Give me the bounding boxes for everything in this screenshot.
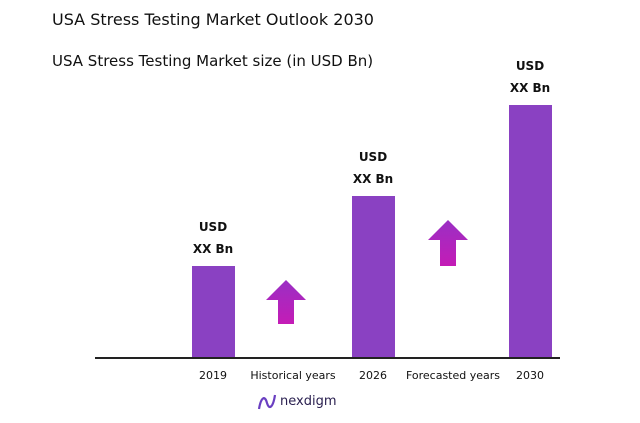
x-tick-label: Forecasted years (405, 369, 501, 382)
x-tick-label: 2019 (199, 369, 227, 382)
value-label: USD XX Bn (352, 150, 394, 186)
bar (508, 105, 552, 357)
brand-logo (257, 394, 277, 410)
arrow-icon (428, 220, 468, 266)
value-label: USD XX Bn (192, 220, 234, 256)
chart-subtitle: USA Stress Testing Market size (in USD B… (52, 52, 374, 70)
value-label: USD XX Bn (509, 59, 551, 95)
x-tick-label: 2026 (359, 369, 387, 382)
bar (191, 266, 235, 357)
arrow-icon (266, 280, 306, 324)
brand-name: nexdigm (280, 394, 337, 409)
baseline (95, 357, 560, 359)
bar (351, 196, 395, 357)
x-tick-label: Historical years (250, 369, 336, 382)
x-tick-label: 2030 (516, 369, 544, 382)
chart-title: USA Stress Testing Market Outlook 2030 (52, 10, 374, 29)
